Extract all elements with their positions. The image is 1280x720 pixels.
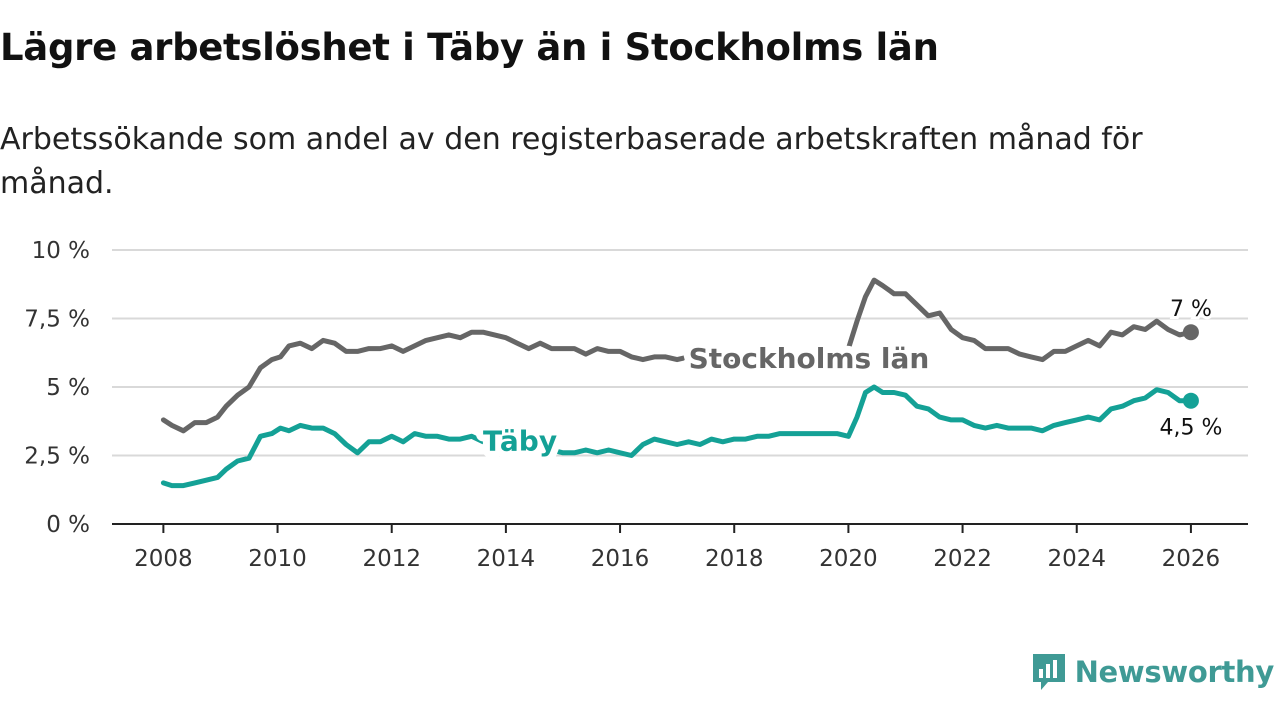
chart-subtitle: Arbetssökande som andel av den registerb… [0, 122, 1143, 201]
x-tick-label: 2024 [1047, 546, 1106, 572]
x-tick-label: 2026 [1162, 546, 1221, 572]
y-tick-label: 7,5 % [24, 307, 90, 333]
end-point-taby [1182, 392, 1199, 409]
x-tick-label: 2022 [933, 546, 992, 572]
x-tick-label: 2018 [705, 546, 764, 572]
newsworthy-logo-icon [1032, 654, 1065, 690]
x-tick-label: 2014 [477, 546, 536, 572]
y-tick-label: 2,5 % [24, 444, 90, 470]
x-tick-label: 2020 [819, 546, 878, 572]
x-tick-label: 2016 [591, 546, 650, 572]
newsworthy-logo[interactable]: Newsworthy [1031, 650, 1274, 694]
chart-title: Lägre arbetslöshet i Täby än i Stockholm… [0, 26, 939, 69]
y-tick-label: 10 % [32, 238, 90, 264]
series-label-taby: Täby [483, 424, 557, 457]
end-label-taby: 4,5 % [1159, 416, 1222, 441]
series-line-taby [160, 384, 1194, 489]
y-tick-label: 5 % [46, 375, 90, 401]
series-lines [160, 277, 1199, 489]
y-tick-label: 0 % [46, 512, 90, 538]
newsworthy-brand-name: Newsworthy [1074, 655, 1275, 689]
x-tick-label: 2012 [362, 546, 421, 572]
series-line-stockholms-lan [160, 277, 1194, 434]
end-point-stockholms-lan [1182, 324, 1199, 341]
series-label-stockholms-lan: Stockholms län [689, 342, 930, 375]
x-tick-label: 2010 [248, 546, 307, 572]
x-tick-label: 2008 [134, 546, 193, 572]
series-labels: Stockholms län Täby 7 % 4,5 % [476, 294, 1225, 464]
end-label-stockholms-lan: 7 % [1170, 297, 1212, 322]
gridlines [112, 249, 1248, 457]
axes: 0 % 2,5 % 5 % 7,5 % 10 % 2008 2010 2012 2014 2016… [24, 238, 1248, 572]
